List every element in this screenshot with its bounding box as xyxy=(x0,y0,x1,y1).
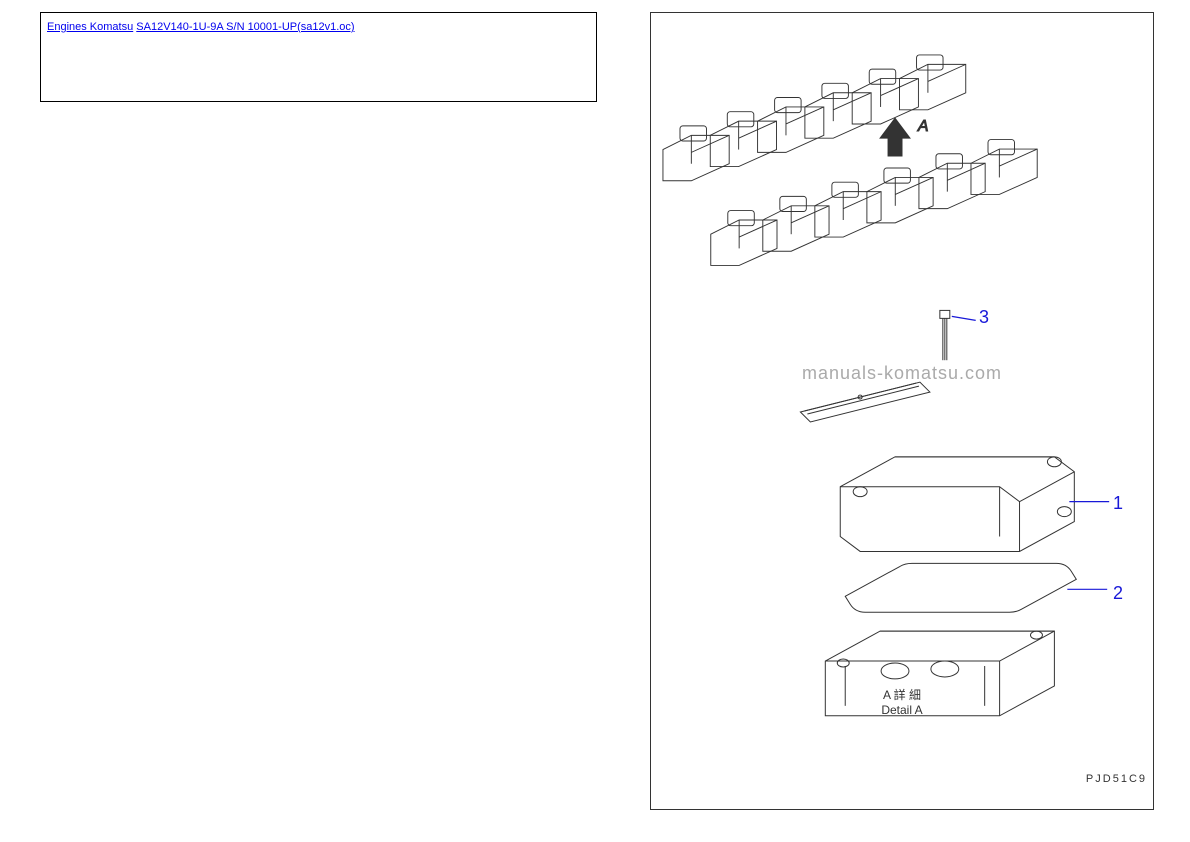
detail-label: A 詳 細 Detail A xyxy=(881,688,922,719)
diagram-panel: A xyxy=(650,12,1154,810)
detail-label-jp: A 詳 細 xyxy=(881,688,922,704)
callout-1: 1 xyxy=(1113,493,1123,514)
breadcrumb-model-link[interactable]: SA12V140-1U-9A S/N 10001-UP(sa12v1.oc) xyxy=(136,21,354,33)
callout-2: 2 xyxy=(1113,583,1123,604)
breadcrumb-engines-link[interactable]: Engines Komatsu xyxy=(47,21,133,33)
figure-id: PJD51C9 xyxy=(1086,773,1147,785)
diagram-area: A xyxy=(651,13,1153,809)
callout-3: 3 xyxy=(979,307,989,328)
svg-text:A: A xyxy=(917,118,929,135)
header-box: Engines Komatsu SA12V140-1U-9A S/N 10001… xyxy=(40,12,597,102)
breadcrumb: Engines Komatsu SA12V140-1U-9A S/N 10001… xyxy=(41,13,596,41)
detail-label-en: Detail A xyxy=(881,703,922,719)
